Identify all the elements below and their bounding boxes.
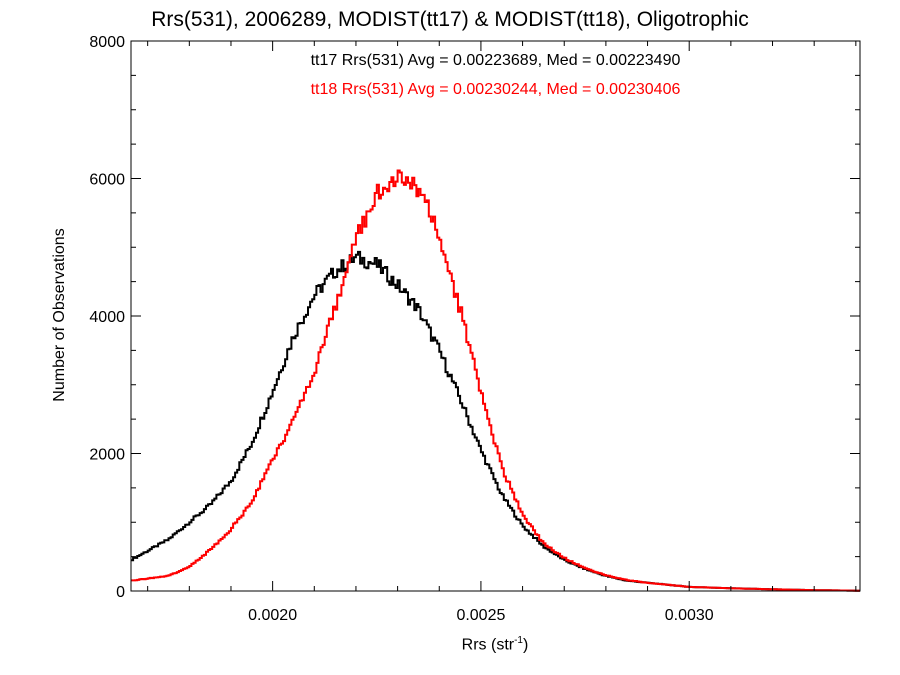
histogram-series-0 [131,250,860,592]
y-tick-label: 6000 [89,172,125,189]
y-tick-label: 2000 [89,447,125,464]
y-tick-label: 0 [116,584,125,601]
x-tick-label: 0.0030 [665,607,714,624]
chart-title: Rrs(531), 2006289, MODIST(tt17) & MODIST… [151,8,749,31]
histogram-series-1 [131,169,860,592]
x-tick-label: 0.0025 [456,607,505,624]
y-tick-label: 4000 [89,309,125,326]
x-tick-label: 0.0020 [248,607,297,624]
y-axis-label: Number of Observations [51,228,68,402]
tt17-stats-annotation: tt17 Rrs(531) Avg = 0.00223689, Med = 0.… [310,52,681,69]
y-tick-label: 8000 [89,34,125,51]
tt18-stats-annotation: tt18 Rrs(531) Avg = 0.00230244, Med = 0.… [310,81,681,98]
plot-frame [130,40,861,592]
x-axis-label: Rrs (str-1) [461,635,529,654]
